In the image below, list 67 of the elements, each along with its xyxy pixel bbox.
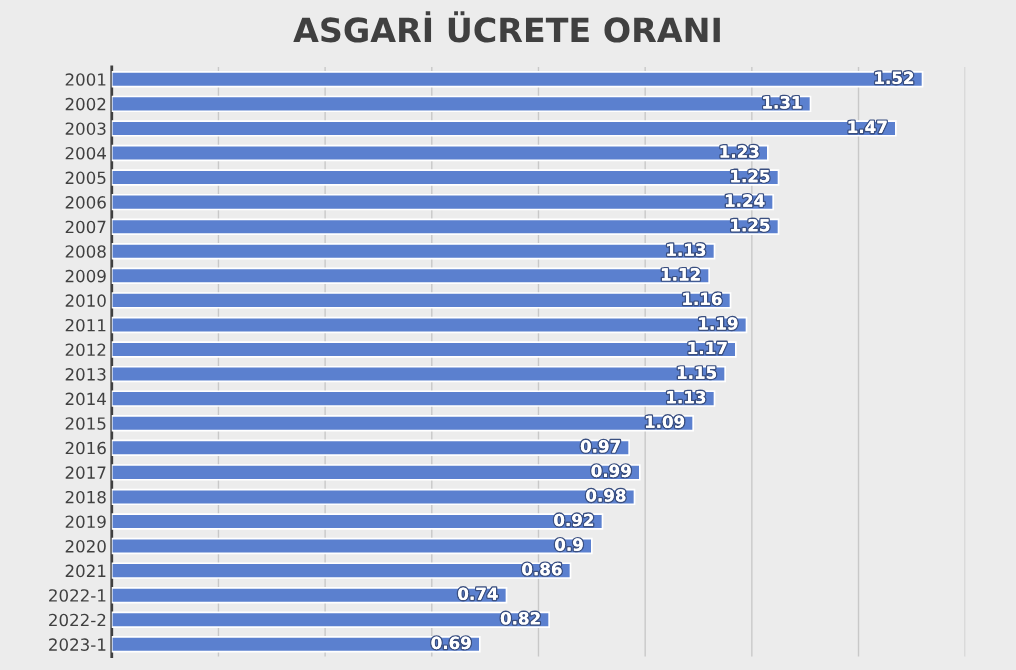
data-label: 1.16 — [683, 292, 722, 306]
bar — [111, 415, 695, 432]
bar — [111, 390, 716, 407]
y-tick-label: 2006 — [65, 196, 106, 209]
data-label: 1.19 — [699, 317, 738, 330]
data-label: 1.12 — [661, 268, 700, 281]
bar — [111, 243, 716, 260]
y-tick-label: 2007 — [65, 220, 106, 234]
data-label: 0.99 — [591, 464, 631, 478]
y-tick-label: 2005 — [65, 171, 106, 185]
data-label: 1.31 — [763, 96, 802, 109]
bar — [111, 218, 780, 235]
y-tick-label: 2010 — [65, 294, 106, 307]
bar — [111, 144, 769, 162]
y-tick-label: 2013 — [65, 368, 106, 381]
data-label: 0.98 — [586, 489, 626, 502]
bar — [111, 513, 604, 530]
y-tick-label: 2002 — [65, 97, 106, 111]
y-tick-label: 2009 — [65, 269, 106, 283]
data-label: 0.69 — [431, 636, 471, 650]
data-label: 0.82 — [500, 611, 540, 625]
y-tick-label: 2022-1 — [49, 589, 106, 602]
data-label: 1.25 — [731, 218, 770, 232]
bar — [111, 316, 748, 334]
bar — [111, 636, 481, 653]
bar — [111, 267, 711, 285]
y-tick-label: 2012 — [65, 343, 106, 357]
data-label: 1.09 — [645, 415, 685, 429]
data-label: 0.74 — [458, 587, 498, 601]
y-tick-label: 2015 — [65, 417, 106, 430]
y-tick-label: 2011 — [65, 318, 106, 332]
bar — [111, 292, 732, 309]
chart-title: ASGARİ ÜCRETE ORANI — [293, 11, 720, 43]
bar — [111, 611, 550, 628]
bar — [111, 95, 812, 113]
bar — [111, 193, 775, 211]
data-label: 1.13 — [667, 243, 706, 257]
y-tick-label: 2021 — [65, 564, 106, 578]
y-tick-label: 2001 — [65, 73, 106, 86]
y-tick-label: 2014 — [65, 392, 106, 406]
y-tick-label: 2020 — [65, 540, 106, 553]
y-tick-label: 2019 — [65, 515, 106, 529]
data-label: 1.52 — [875, 71, 914, 85]
y-tick-label: 2023-1 — [49, 638, 106, 651]
bar — [111, 71, 924, 88]
bar — [111, 464, 641, 481]
bar — [111, 586, 508, 604]
bar — [111, 439, 630, 456]
y-tick-label: 2018 — [65, 490, 106, 504]
data-label: 0.9 — [555, 538, 583, 551]
bar — [111, 365, 727, 383]
y-tick-label: 2003 — [65, 122, 106, 135]
data-label: 1.24 — [725, 194, 765, 207]
bar — [111, 120, 897, 137]
data-label: 1.23 — [720, 145, 759, 158]
y-tick-label: 2016 — [65, 441, 106, 455]
bar — [111, 169, 780, 186]
bar — [111, 488, 636, 506]
data-label: 1.15 — [677, 366, 717, 379]
y-tick-label: 2008 — [65, 245, 106, 258]
y-tick-label: 2017 — [65, 466, 106, 479]
data-label: 0.97 — [580, 440, 620, 453]
y-tick-label: 2004 — [65, 146, 106, 160]
bar — [111, 562, 572, 579]
y-tick-label: 2022-2 — [49, 613, 106, 627]
bar — [111, 341, 737, 358]
bar — [111, 537, 593, 555]
